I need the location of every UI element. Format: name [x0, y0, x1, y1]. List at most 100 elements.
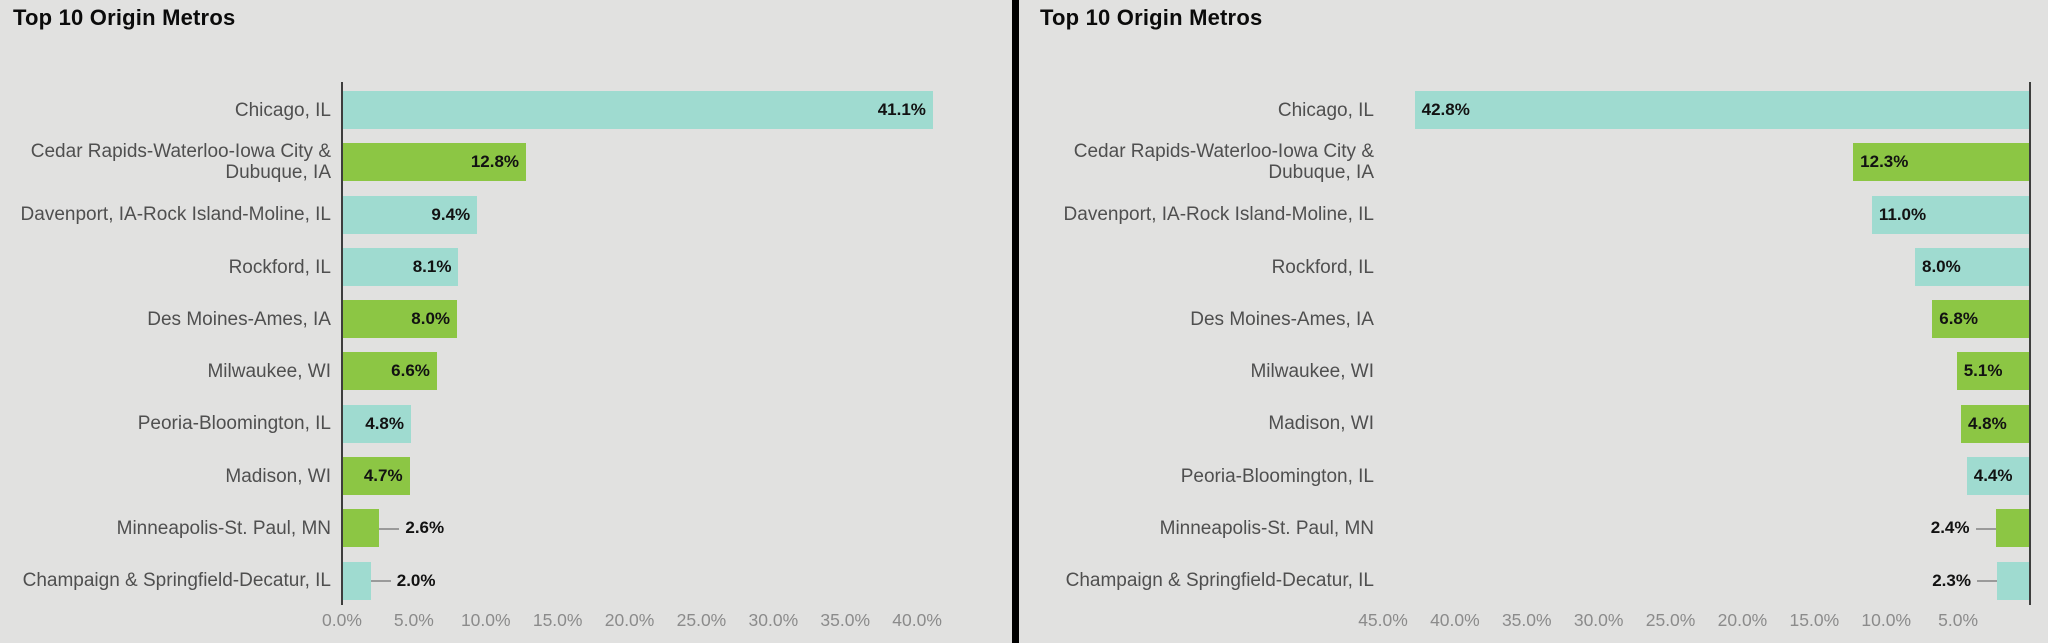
bar[interactable] [1914, 247, 2030, 286]
bar[interactable] [342, 300, 458, 339]
bar-track: 8.0% [341, 293, 988, 345]
category-label: Rockford, IL [1271, 256, 1374, 278]
bar-row: Champaign & Springfield-Decatur, IL 2.0% [0, 555, 1012, 607]
value-label: 4.8% [365, 413, 404, 433]
bar[interactable] [342, 561, 371, 600]
bar-track: 12.3% [1384, 136, 2031, 188]
x-axis-tick: 15.0% [532, 610, 583, 630]
value-label: 8.1% [412, 256, 452, 276]
value-label: 4.4% [1973, 466, 2013, 486]
origin-metros-chart-right: Top 10 Origin Metros Chicago, IL 42.8% Ced… [1019, 0, 2048, 643]
value-label: 4.8% [1968, 413, 2007, 433]
bar[interactable] [1961, 404, 2030, 443]
x-axis-tick: 5.0% [393, 610, 434, 630]
chart-title: Top 10 Origin Metros [13, 5, 236, 30]
bar[interactable] [342, 247, 459, 286]
bar-track: 4.8% [341, 398, 988, 450]
x-axis-tick: 10.0% [460, 610, 511, 630]
bar-row: Rockford, IL 8.0% [1019, 241, 2048, 293]
value-label: 4.7% [363, 466, 403, 486]
x-axis-tick: 25.0% [676, 610, 727, 630]
bar-track: 4.4% [1384, 450, 2031, 502]
bar-row: Peoria-Bloomington, IL 4.4% [1019, 450, 2048, 502]
bar-row: Chicago, IL 42.8% [1019, 84, 2048, 136]
x-axis-tick: 20.0% [604, 610, 655, 630]
category-label: Davenport, IA-Rock Island-Moline, IL [20, 204, 331, 226]
bar[interactable] [1995, 509, 2030, 548]
bar-track: 2.3% [1384, 555, 2031, 607]
bar[interactable] [1853, 143, 2030, 182]
leader-line [370, 579, 391, 582]
x-axis-tick: 5.0% [1938, 610, 1979, 630]
y-axis-line [341, 82, 343, 605]
category-label: Champaign & Springfield-Decatur, IL [1065, 570, 1374, 592]
bar-rows: Chicago, IL 41.1% Cedar Rapids-Waterloo-Io… [0, 84, 1012, 607]
bar[interactable] [1996, 561, 2030, 600]
bar-row: Milwaukee, WI 6.6% [0, 345, 1012, 397]
bar[interactable] [1932, 300, 2030, 339]
category-label: Milwaukee, WI [207, 361, 331, 383]
bar[interactable] [342, 457, 410, 496]
origin-metros-chart-left: Top 10 Origin Metros Chicago, IL 41.1% Ced… [0, 0, 1012, 643]
x-axis-tick: 30.0% [748, 610, 799, 630]
leader-line [1976, 579, 1997, 582]
bar-track: 11.0% [1384, 189, 2031, 241]
bar[interactable] [342, 404, 411, 443]
bar[interactable] [342, 195, 478, 234]
bar[interactable] [1956, 352, 2030, 391]
bar-track: 42.8% [1384, 84, 2031, 136]
bar-row: Cedar Rapids-Waterloo-Iowa City & Dubuqu… [1019, 136, 2048, 188]
bar-row: Minneapolis-St. Paul, MN 2.6% [0, 502, 1012, 554]
value-label: 42.8% [1421, 100, 1470, 119]
value-label: 12.3% [1860, 152, 1909, 172]
x-axis-tick: 25.0% [1645, 610, 1696, 630]
leader-line [379, 527, 400, 530]
bar-track: 4.8% [1384, 398, 2031, 450]
x-axis-tick: 15.0% [1789, 610, 1840, 630]
category-label: Minneapolis-St. Paul, MN [1159, 518, 1374, 540]
bar-row: Davenport, IA-Rock Island-Moline, IL 9.4% [0, 189, 1012, 241]
bar-row: Champaign & Springfield-Decatur, IL 2.3% [1019, 555, 2048, 607]
category-label: Davenport, IA-Rock Island-Moline, IL [1063, 204, 1374, 226]
bar-row: Des Moines-Ames, IA 6.8% [1019, 293, 2048, 345]
x-axis-ticks: 45.0% 40.0% 35.0% 30.0% 25.0% 20.0% 15.0% 10.0%… [1019, 610, 2048, 638]
category-label: Cedar Rapids-Waterloo-Iowa City & Dubuqu… [30, 141, 331, 184]
bar-track: 4.7% [341, 450, 988, 502]
value-label: 8.0% [1921, 256, 1961, 276]
x-axis-tick: 0.0% [322, 610, 362, 630]
bar[interactable] [342, 91, 933, 129]
bar[interactable] [342, 352, 437, 391]
bar-track: 6.8% [1384, 293, 2031, 345]
bar[interactable] [1871, 195, 2030, 234]
bar[interactable] [1966, 457, 2030, 496]
bar[interactable] [342, 143, 527, 182]
value-label: 2.4% [1930, 518, 1970, 538]
category-label: Chicago, IL [234, 99, 331, 121]
value-label: 2.6% [405, 518, 445, 538]
bar-track: 6.6% [341, 345, 988, 397]
bar-track: 2.0% [341, 555, 988, 607]
category-label: Champaign & Springfield-Decatur, IL [22, 570, 331, 592]
bar-row: Milwaukee, WI 5.1% [1019, 345, 2048, 397]
bar-row: Davenport, IA-Rock Island-Moline, IL 11.0… [1019, 189, 2048, 241]
category-label: Minneapolis-St. Paul, MN [116, 518, 331, 540]
value-label: 41.1% [877, 100, 926, 119]
value-label: 12.8% [470, 152, 520, 172]
bar-track: 12.8% [341, 136, 988, 188]
bar-track: 2.4% [1384, 502, 2031, 554]
x-axis-tick: 45.0% [1358, 610, 1408, 630]
chart-title: Top 10 Origin Metros [1040, 5, 1263, 30]
bar-row: Madison, WI 4.7% [0, 450, 1012, 502]
category-label: Rockford, IL [228, 256, 331, 278]
x-axis-tick: 35.0% [820, 610, 871, 630]
bar-track: 41.1% [341, 84, 988, 136]
x-axis-tick: 20.0% [1717, 610, 1768, 630]
bar-track: 9.4% [341, 189, 988, 241]
bar[interactable] [1414, 91, 2030, 129]
value-label: 8.0% [411, 309, 451, 329]
bar[interactable] [342, 509, 380, 548]
category-label: Peoria-Bloomington, IL [137, 413, 331, 435]
category-label: Cedar Rapids-Waterloo-Iowa City & Dubuqu… [1073, 141, 1374, 184]
bar-row: Peoria-Bloomington, IL 4.8% [0, 398, 1012, 450]
bar-track: 5.1% [1384, 345, 2031, 397]
